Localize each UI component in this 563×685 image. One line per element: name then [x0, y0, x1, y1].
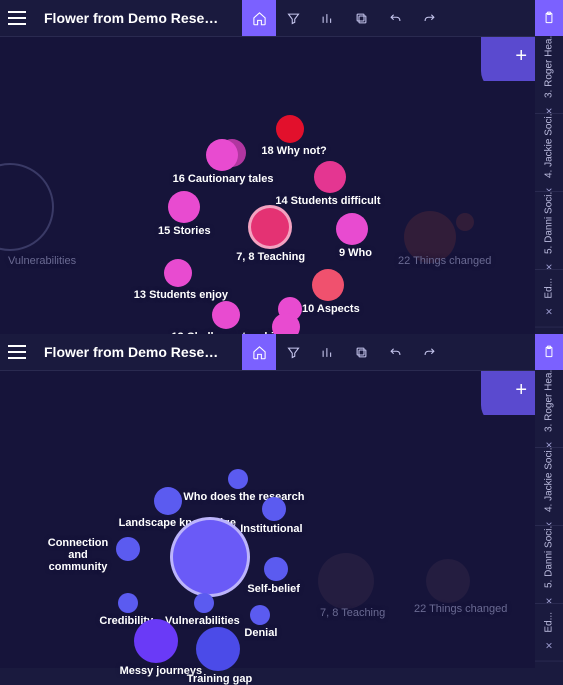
bubble-label: 16 Cautionary tales	[173, 173, 274, 185]
bubble-node[interactable]	[170, 517, 250, 597]
canvas-bottom[interactable]: + 7, 8 Teaching 22 Things changed Who does…	[0, 370, 535, 668]
rail-tab-label: Ed...	[544, 612, 555, 633]
bubble-node[interactable]	[314, 161, 346, 193]
bubble-label: 10 Aspects	[302, 303, 360, 315]
copy-icon[interactable]	[344, 334, 378, 370]
bubble-node[interactable]	[276, 115, 304, 143]
ghost-node	[426, 559, 470, 603]
clipboard-icon[interactable]	[535, 334, 563, 370]
bubble-node[interactable]	[228, 469, 248, 489]
bubble-node[interactable]	[312, 269, 344, 301]
canvas-top[interactable]: + Vulnerabilities 22 Things changed 18 Why…	[0, 36, 535, 334]
bubble-node[interactable]	[168, 191, 200, 223]
panel-top: Flower from Demo Researc... +	[0, 0, 563, 334]
bubble-node[interactable]	[196, 627, 240, 671]
ghost-node	[0, 163, 54, 251]
bubble-node[interactable]	[212, 301, 240, 329]
bubble-label: Institutional	[240, 523, 302, 535]
top-bar: Flower from Demo Researc...	[0, 334, 563, 370]
redo-icon[interactable]	[412, 334, 446, 370]
top-bar: Flower from Demo Researc...	[0, 0, 563, 36]
ghost-node	[456, 213, 474, 231]
toolbar	[242, 0, 446, 36]
bubble-label: Connection and community	[38, 537, 118, 573]
bubble-node[interactable]	[264, 557, 288, 581]
undo-icon[interactable]	[378, 334, 412, 370]
chart-icon[interactable]	[310, 0, 344, 36]
ghost-label: 22 Things changed	[398, 255, 491, 267]
close-icon[interactable]: ×	[545, 184, 552, 192]
toolbar	[242, 334, 446, 370]
bubble-label: 14 Students difficult	[275, 195, 380, 207]
rail-tab-label: 4. Jackie Soci...	[544, 448, 555, 512]
right-rail: ×3. Roger Hea... ×4. Jackie Soci... ×5. …	[535, 334, 563, 668]
bubble-label: Denial	[244, 627, 277, 639]
rail-tab-label: 5. Danni Soci...	[544, 192, 555, 254]
bubble-node[interactable]	[336, 213, 368, 245]
close-icon[interactable]: ×	[545, 438, 552, 448]
rail-tab-3[interactable]: × Ed...	[535, 270, 563, 328]
bubble-node[interactable]	[194, 593, 214, 613]
add-button[interactable]: +	[515, 45, 527, 68]
filter-icon[interactable]	[276, 0, 310, 36]
rail-tab-label: Ed...	[544, 278, 555, 299]
close-icon[interactable]: ×	[545, 260, 552, 270]
bubble-node[interactable]	[154, 487, 182, 515]
rail-tab-0[interactable]: × 3. Roger Hea...	[535, 370, 563, 448]
bubble-label: 18 Why not?	[261, 145, 326, 157]
rail-tab-1[interactable]: × 4. Jackie Soci...	[535, 114, 563, 192]
corner-accent: +	[475, 37, 535, 81]
bubble-label: Training gap	[187, 673, 252, 685]
home-icon[interactable]	[242, 0, 276, 36]
page-title: Flower from Demo Researc...	[44, 344, 224, 360]
home-icon[interactable]	[242, 334, 276, 370]
close-icon[interactable]: ×	[545, 305, 552, 319]
close-icon[interactable]: ×	[545, 639, 552, 653]
rail-tab-label: 5. Danni Soci...	[544, 526, 555, 588]
rail-tab-0[interactable]: × 3. Roger Hea...	[535, 36, 563, 114]
bubble-node[interactable]	[164, 259, 192, 287]
bubble-node[interactable]	[248, 205, 292, 249]
bubble-node[interactable]	[118, 593, 138, 613]
bubble-label: Who does the research	[183, 491, 304, 503]
rail-tab-2[interactable]: × 5. Danni Soci...	[535, 192, 563, 270]
page-title: Flower from Demo Researc...	[44, 10, 224, 26]
close-icon[interactable]: ×	[545, 518, 552, 526]
clipboard-icon[interactable]	[535, 0, 563, 36]
panel-bottom: Flower from Demo Researc... +	[0, 334, 563, 668]
bubble-node[interactable]	[262, 497, 286, 521]
undo-icon[interactable]	[378, 0, 412, 36]
bubble-label: 13 Students enjoy	[134, 289, 228, 301]
bubble-label: 9 Who	[339, 247, 372, 259]
rail-tab-1[interactable]: × 4. Jackie Soci...	[535, 448, 563, 526]
rail-tab-label: 3. Roger Hea...	[544, 370, 555, 432]
bubble-label: 15 Stories	[158, 225, 211, 237]
rail-tab-2[interactable]: × 5. Danni Soci...	[535, 526, 563, 604]
menu-icon[interactable]	[6, 6, 30, 30]
right-rail: ×3. Roger Hea... ×4. Jackie Soci... ×5. …	[535, 0, 563, 334]
bubble-label: Self-belief	[247, 583, 300, 595]
ghost-label: 7, 8 Teaching	[320, 607, 385, 619]
rail-tab-label: 4. Jackie Soci...	[544, 114, 555, 178]
redo-icon[interactable]	[412, 0, 446, 36]
bubble-node[interactable]	[206, 139, 238, 171]
ghost-label: 22 Things changed	[414, 603, 507, 615]
chart-icon[interactable]	[310, 334, 344, 370]
copy-icon[interactable]	[344, 0, 378, 36]
close-icon[interactable]: ×	[545, 104, 552, 114]
bubble-node[interactable]	[116, 537, 140, 561]
corner-accent: +	[475, 371, 535, 415]
bubble-node[interactable]	[134, 619, 178, 663]
ghost-node	[318, 553, 374, 609]
rail-tab-label: 3. Roger Hea...	[544, 36, 555, 98]
rail-tab-3[interactable]: × Ed...	[535, 604, 563, 662]
bubble-label: Vulnerabilities	[165, 615, 240, 627]
bubble-label: 7, 8 Teaching	[236, 251, 305, 263]
ghost-label: Vulnerabilities	[8, 255, 76, 267]
filter-icon[interactable]	[276, 334, 310, 370]
bubble-node[interactable]	[250, 605, 270, 625]
menu-icon[interactable]	[6, 340, 30, 364]
add-button[interactable]: +	[515, 379, 527, 402]
close-icon[interactable]: ×	[545, 594, 552, 604]
